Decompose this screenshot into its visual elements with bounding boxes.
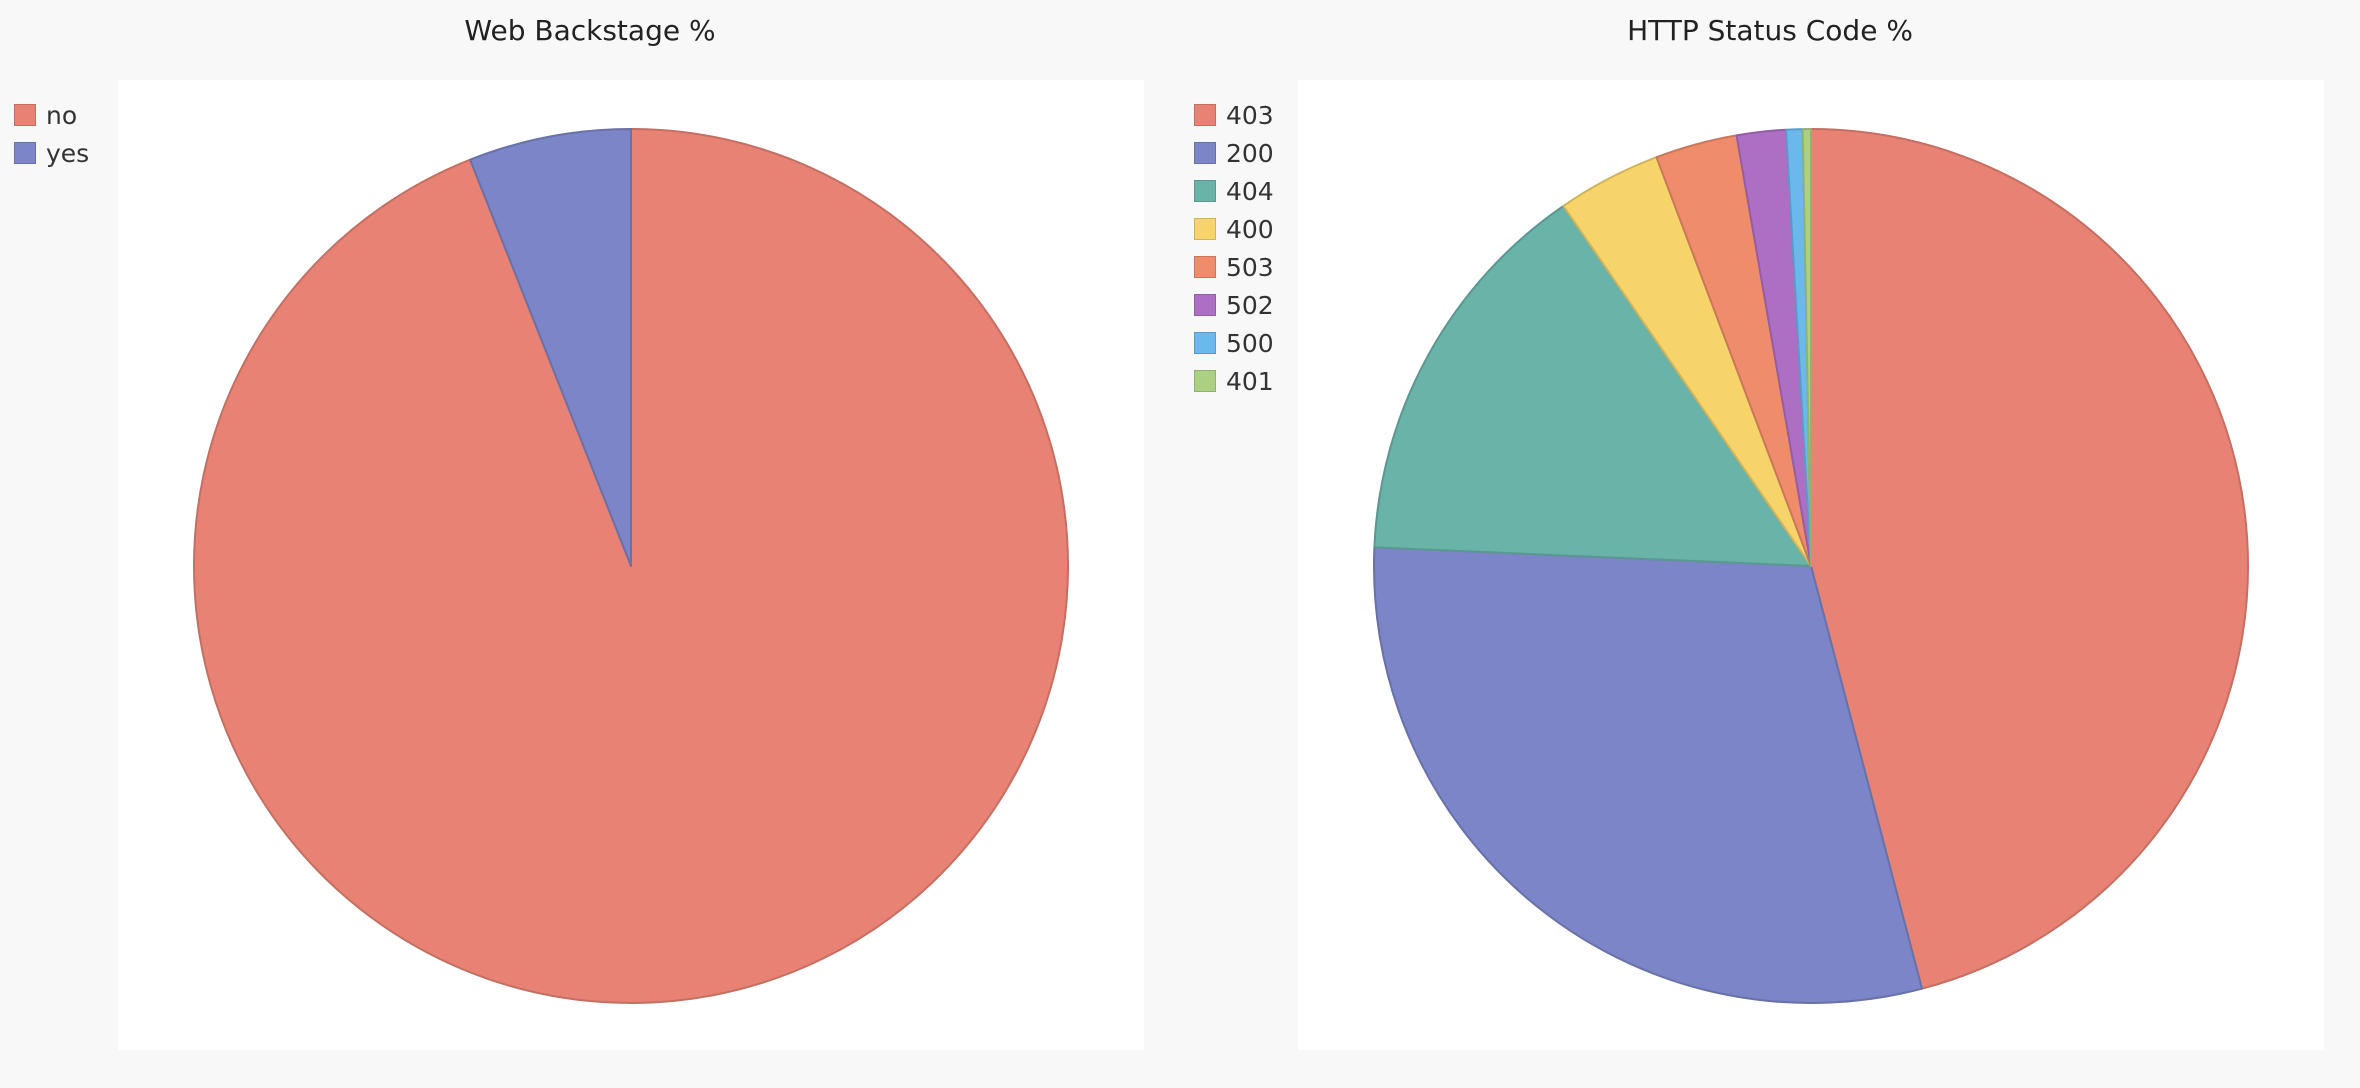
legend-label: 400 bbox=[1226, 214, 1274, 244]
legend-swatch bbox=[14, 142, 36, 164]
legend-swatch bbox=[1194, 180, 1216, 202]
pie-slice-401[interactable] bbox=[1801, 128, 1812, 567]
legend-swatch bbox=[1194, 256, 1216, 278]
legend-item-200[interactable]: 200 bbox=[1194, 134, 1274, 172]
legend-item-400[interactable]: 400 bbox=[1194, 210, 1274, 248]
legend-swatch bbox=[1194, 218, 1216, 240]
legend-item-503[interactable]: 503 bbox=[1194, 248, 1274, 286]
legend-label: 503 bbox=[1226, 252, 1274, 282]
web-backstage-chart: Web Backstage % no yes bbox=[14, 14, 1144, 1050]
legend-swatch bbox=[14, 104, 36, 126]
http-status-code-chart: HTTP Status Code % 403 200 404 400 503 502 500… bbox=[1180, 0, 2360, 1088]
legend: no yes bbox=[14, 96, 89, 172]
legend-label: no bbox=[46, 100, 78, 130]
legend: 403 200 404 400 503 502 500 401 bbox=[1194, 96, 1274, 400]
plot-area bbox=[1298, 80, 2324, 1050]
chart-title: HTTP Status Code % bbox=[1627, 14, 1913, 47]
chart-title: Web Backstage % bbox=[464, 14, 716, 47]
legend-item-502[interactable]: 502 bbox=[1194, 286, 1274, 324]
legend-item-404[interactable]: 404 bbox=[1194, 172, 1274, 210]
legend-label: 401 bbox=[1226, 366, 1274, 396]
legend-item-401[interactable]: 401 bbox=[1194, 362, 1274, 400]
legend-label: 502 bbox=[1226, 290, 1274, 320]
legend-item-yes[interactable]: yes bbox=[14, 134, 89, 172]
legend-label: 404 bbox=[1226, 176, 1274, 206]
pie-slice-403[interactable] bbox=[1810, 128, 2249, 990]
legend-label: 200 bbox=[1226, 138, 1274, 168]
legend-swatch bbox=[1194, 104, 1216, 126]
legend-item-403[interactable]: 403 bbox=[1194, 96, 1274, 134]
pie-slice-404[interactable] bbox=[1373, 204, 1812, 567]
pie-slice-200[interactable] bbox=[1373, 546, 1923, 1004]
legend-swatch bbox=[1194, 294, 1216, 316]
legend-label: 403 bbox=[1226, 100, 1274, 130]
legend-swatch bbox=[1194, 142, 1216, 164]
plot-area bbox=[118, 80, 1144, 1050]
legend-item-no[interactable]: no bbox=[14, 96, 89, 134]
legend-label: yes bbox=[46, 138, 90, 168]
legend-swatch bbox=[1194, 332, 1216, 354]
legend-item-500[interactable]: 500 bbox=[1194, 324, 1274, 362]
legend-swatch bbox=[1194, 370, 1216, 392]
pie-slice-yes[interactable] bbox=[469, 128, 632, 567]
pie-svg bbox=[1373, 128, 2249, 1004]
pie-svg bbox=[193, 128, 1069, 1004]
legend-label: 500 bbox=[1226, 328, 1274, 358]
